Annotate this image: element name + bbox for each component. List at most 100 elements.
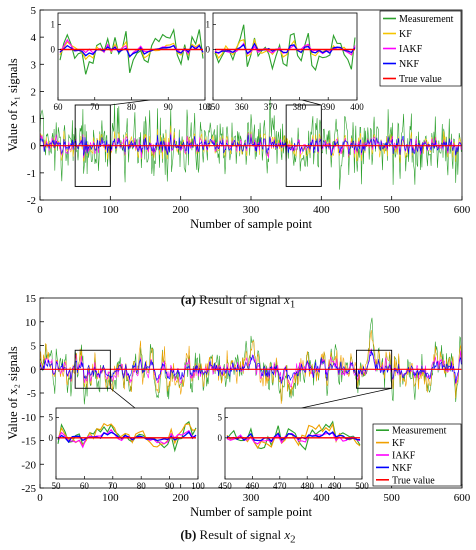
x-tick-label: 0 — [37, 204, 43, 216]
y-axis-label: Value of x₂ signals — [6, 346, 20, 440]
inset-y-tick-label: 5 — [218, 413, 223, 423]
x-tick-label: 500 — [383, 204, 400, 216]
legend: Measurement KF IAKF NKF True value — [379, 10, 462, 87]
caption-a-subscript: 1 — [289, 298, 296, 311]
zoom-box — [356, 349, 393, 389]
series-line-nkf — [59, 44, 204, 58]
legend-label: KF — [399, 29, 412, 40]
y-tick-label: -10 — [21, 412, 36, 424]
y-tick-label: -25 — [21, 483, 36, 495]
y-tick-label: 4 — [31, 32, 37, 44]
inset-x-tick-label: 50 — [52, 481, 62, 491]
inset-y-tick-label: 0 — [51, 45, 56, 55]
x-axis-label: Number of sample point — [190, 217, 312, 231]
caption-b-symbol: x — [284, 527, 291, 542]
inset-x-tick-label: 360 — [235, 102, 249, 112]
y-tick-label: 5 — [31, 5, 37, 17]
inset-plot: 50 60 70 80 90 100 0 5 — [49, 407, 205, 491]
inset-x-tick-label: 450 — [218, 481, 232, 491]
legend-label: Measurement — [399, 14, 454, 25]
inset-x-tick-label: 390 — [321, 102, 335, 112]
legend-label: True value — [392, 475, 435, 486]
inset-x-tick-label: 470 — [273, 481, 287, 491]
x-tick-label: 100 — [102, 492, 119, 504]
chart-panel-b: 0 100 200 300 400 500 600-25-20-15-10-5051015N… — [6, 293, 471, 519]
inset-x-tick-label: 70 — [108, 481, 118, 491]
inset-x-tick-label: 90 — [164, 102, 174, 112]
caption-b-text: Result of signal — [199, 527, 282, 542]
x-tick-label: 400 — [313, 492, 330, 504]
caption-a-text: Result of signal — [199, 292, 281, 307]
caption-a-label: (a) — [180, 292, 196, 307]
zoom-connector — [301, 387, 392, 409]
inset-plot: 60 70 80 90 100 0 1 — [51, 12, 212, 112]
x-tick-label: 0 — [37, 492, 43, 504]
y-tick-label: -1 — [27, 168, 36, 180]
x-tick-label: 200 — [172, 492, 189, 504]
inset-plot: 350 360 370 380 390 400 0 1 — [206, 12, 364, 112]
legend-label: True value — [399, 74, 442, 85]
x-tick-label: 300 — [243, 492, 260, 504]
y-tick-label: 1 — [31, 114, 37, 126]
caption-a-symbol: x — [284, 292, 290, 307]
inset-x-tick-label: 370 — [264, 102, 278, 112]
inset-x-tick-label: 90 — [165, 481, 175, 491]
series-line-nkf — [214, 42, 356, 55]
caption-a: (a) Result of signal x1 — [0, 292, 476, 311]
x-tick-label: 600 — [454, 204, 471, 216]
inset-y-tick-label: 1 — [206, 20, 211, 30]
y-tick-label: -15 — [21, 436, 36, 448]
zoom-connector — [110, 387, 136, 409]
y-tick-label: -20 — [21, 459, 36, 471]
inset-x-tick-label: 60 — [54, 102, 64, 112]
y-tick-label: -2 — [27, 195, 36, 207]
inset-y-tick-label: 1 — [51, 20, 56, 30]
inset-x-tick-label: 100 — [198, 102, 212, 112]
series-line-nkf — [226, 430, 361, 443]
inset-x-tick-label: 70 — [90, 102, 100, 112]
x-tick-label: 600 — [454, 492, 471, 504]
caption-b: (b) Result of signal x2 — [0, 527, 476, 546]
inset-y-tick-label: 5 — [49, 413, 54, 423]
inset-x-tick-label: 500 — [355, 481, 369, 491]
legend-label: IAKF — [399, 44, 423, 55]
zoom-box — [74, 349, 111, 389]
inset-x-tick-label: 490 — [328, 481, 342, 491]
y-tick-label: 5 — [31, 341, 37, 353]
inset-x-tick-label: 460 — [246, 481, 260, 491]
y-tick-label: 15 — [25, 293, 37, 305]
y-tick-label: 10 — [25, 317, 37, 329]
inset-y-tick-label: 0 — [49, 433, 54, 443]
inset-x-tick-label: 60 — [80, 481, 90, 491]
y-tick-label: 2 — [31, 86, 37, 98]
inset-frame — [224, 407, 363, 480]
inset-y-tick-label: 0 — [206, 45, 211, 55]
y-tick-label: 0 — [31, 141, 37, 153]
legend-label: NKF — [392, 463, 412, 474]
x-tick-label: 200 — [172, 204, 189, 216]
y-axis-label: Value of x₁ signals — [6, 58, 20, 152]
x-tick-label: 300 — [243, 204, 260, 216]
y-tick-label: -5 — [27, 388, 37, 400]
inset-x-tick-label: 380 — [293, 102, 307, 112]
zoom-box — [74, 104, 111, 187]
inset-plot: 450 460 470 480 490 500 0 5 — [218, 407, 369, 491]
caption-b-subscript: 2 — [290, 533, 296, 546]
inset-x-tick-label: 480 — [300, 481, 314, 491]
caption-b-label: (b) — [180, 527, 197, 542]
legend-label: IAKF — [392, 451, 416, 462]
zoom-box — [285, 104, 322, 187]
x-tick-label: 100 — [102, 204, 119, 216]
inset-x-tick-label: 100 — [191, 481, 205, 491]
inset-x-tick-label: 80 — [127, 102, 137, 112]
y-tick-label: 0 — [31, 364, 37, 376]
x-tick-label: 500 — [383, 492, 400, 504]
y-tick-label: 3 — [31, 59, 37, 71]
legend-label: NKF — [399, 59, 419, 70]
inset-y-tick-label: 0 — [218, 433, 223, 443]
legend-label: Measurement — [392, 426, 447, 437]
legend-label: KF — [392, 438, 405, 449]
x-tick-label: 400 — [313, 204, 330, 216]
